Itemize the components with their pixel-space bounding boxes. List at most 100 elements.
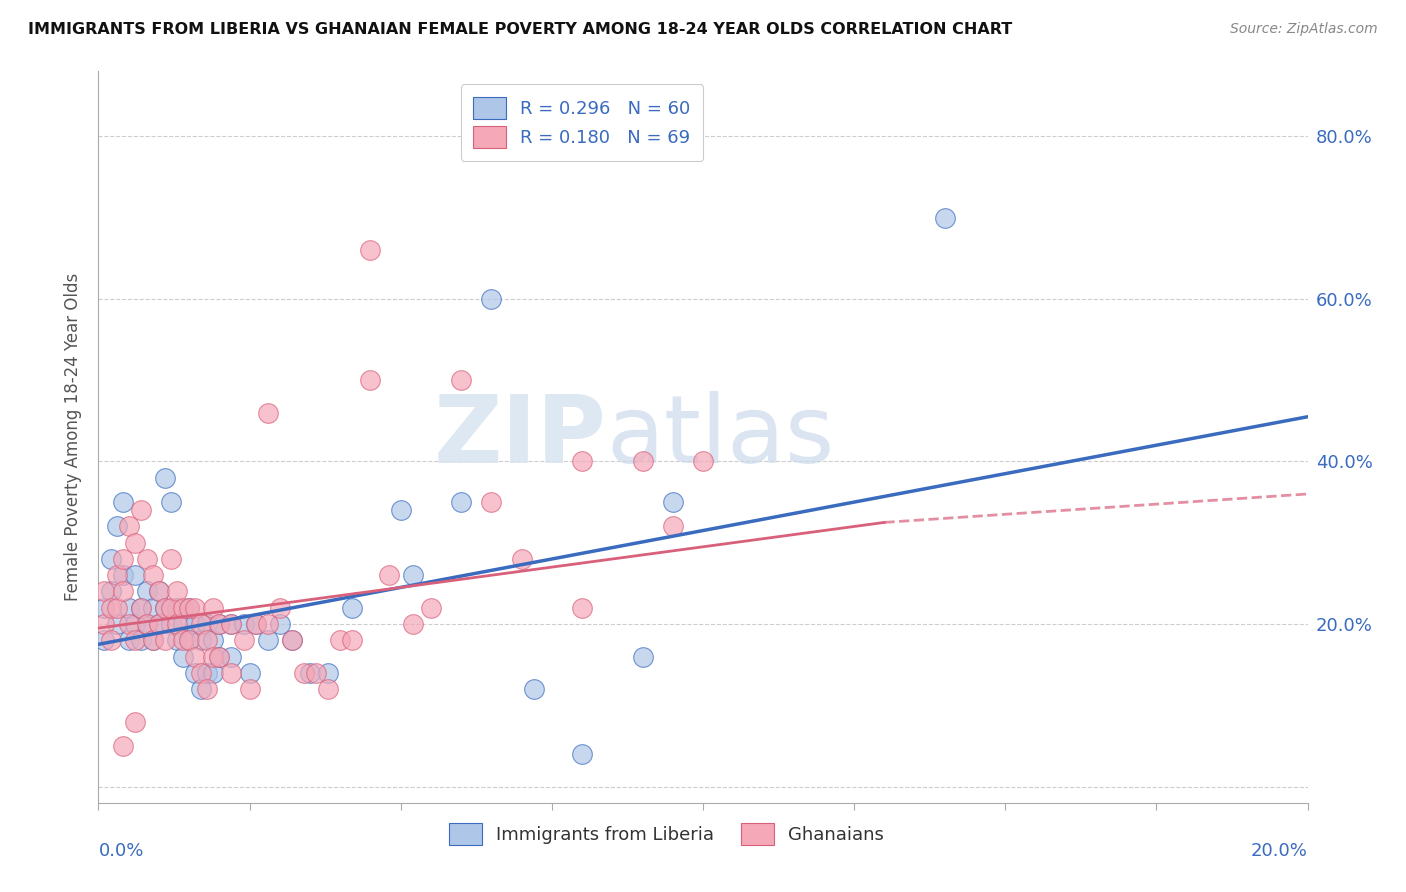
Point [93, 600, 115, 615]
Text: Source: ZipAtlas.com: Source: ZipAtlas.com [1230, 22, 1378, 37]
Point [172, 617, 194, 632]
Point [153, 600, 176, 615]
Point [221, 617, 243, 632]
Point [172, 600, 194, 615]
Point [105, 568, 128, 582]
Point [172, 649, 194, 664]
Point [100, 633, 122, 648]
Point [256, 617, 278, 632]
Point [190, 633, 212, 648]
Point [202, 633, 225, 648]
Point [111, 552, 134, 566]
Point [342, 600, 364, 615]
Point [299, 665, 322, 680]
Point [221, 649, 243, 664]
Point [184, 665, 207, 680]
Point [142, 600, 165, 615]
Point [281, 633, 304, 648]
Point [148, 584, 170, 599]
Point [184, 600, 207, 615]
Point [135, 552, 157, 566]
Point [202, 649, 225, 664]
Point [129, 503, 152, 517]
Point [142, 633, 165, 648]
Point [135, 617, 157, 632]
Point [129, 600, 152, 615]
Point [256, 633, 278, 648]
Point [166, 584, 188, 599]
Point [208, 617, 231, 632]
Point [316, 681, 339, 696]
Point [420, 600, 443, 615]
Point [195, 633, 218, 648]
Point [631, 454, 654, 468]
Point [129, 633, 152, 648]
Point [329, 633, 352, 648]
Point [142, 633, 165, 648]
Point [450, 495, 472, 509]
Point [100, 600, 122, 615]
Point [179, 633, 201, 648]
Point [481, 495, 503, 509]
Point [160, 495, 183, 509]
Point [360, 373, 382, 387]
Point [239, 681, 262, 696]
Point [510, 552, 533, 566]
Point [111, 584, 134, 599]
Point [221, 665, 243, 680]
Point [105, 617, 128, 632]
Point [148, 617, 170, 632]
Point [111, 739, 134, 753]
Point [179, 633, 201, 648]
Point [377, 568, 399, 582]
Point [184, 617, 207, 632]
Point [105, 600, 128, 615]
Text: 0.0%: 0.0% [98, 842, 143, 860]
Point [245, 617, 267, 632]
Point [661, 495, 683, 509]
Text: IMMIGRANTS FROM LIBERIA VS GHANAIAN FEMALE POVERTY AMONG 18-24 YEAR OLDS CORRELA: IMMIGRANTS FROM LIBERIA VS GHANAIAN FEMA… [28, 22, 1012, 37]
Point [118, 519, 141, 533]
Point [450, 373, 472, 387]
Point [124, 535, 146, 549]
Point [342, 633, 364, 648]
Point [135, 584, 157, 599]
Point [129, 600, 152, 615]
Point [692, 454, 714, 468]
Point [160, 552, 183, 566]
Point [148, 584, 170, 599]
Point [93, 617, 115, 632]
Point [153, 633, 176, 648]
Point [118, 633, 141, 648]
Point [142, 568, 165, 582]
Legend: Immigrants from Liberia, Ghanaians: Immigrants from Liberia, Ghanaians [441, 816, 891, 852]
Point [153, 471, 176, 485]
Point [166, 600, 188, 615]
Text: 20.0%: 20.0% [1251, 842, 1308, 860]
Point [190, 617, 212, 632]
Point [281, 633, 304, 648]
Point [100, 584, 122, 599]
Point [190, 665, 212, 680]
Text: ZIP: ZIP [433, 391, 606, 483]
Text: atlas: atlas [606, 391, 835, 483]
Point [316, 665, 339, 680]
Point [124, 714, 146, 729]
Point [148, 617, 170, 632]
Point [179, 600, 201, 615]
Point [93, 633, 115, 648]
Point [93, 584, 115, 599]
Point [166, 617, 188, 632]
Point [208, 649, 231, 664]
Point [232, 633, 254, 648]
Point [239, 665, 262, 680]
Point [160, 600, 183, 615]
Point [124, 617, 146, 632]
Point [221, 617, 243, 632]
Point [202, 600, 225, 615]
Point [195, 665, 218, 680]
Point [202, 665, 225, 680]
Point [245, 617, 267, 632]
Point [232, 617, 254, 632]
Point [111, 495, 134, 509]
